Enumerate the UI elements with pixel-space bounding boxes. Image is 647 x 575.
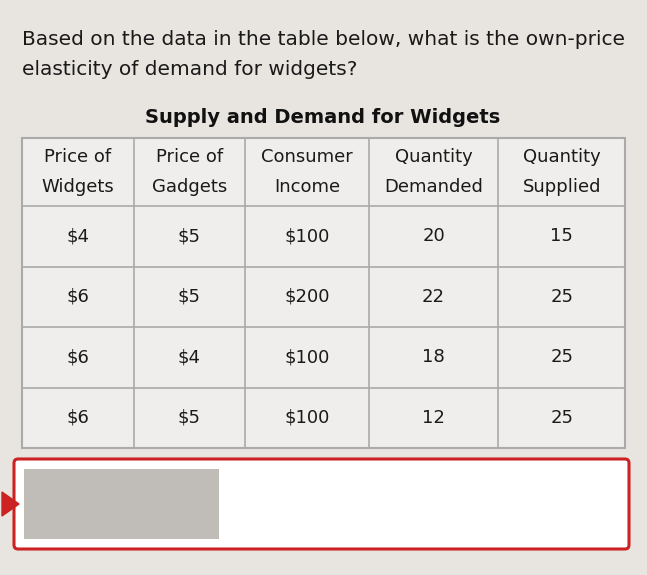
Text: Price of: Price of [156, 148, 223, 166]
Text: $5: $5 [178, 227, 201, 246]
Text: 12: 12 [422, 409, 445, 427]
Text: $4: $4 [66, 227, 89, 246]
Text: Consumer: Consumer [261, 148, 353, 166]
Text: $5: $5 [178, 288, 201, 306]
Text: 15: 15 [550, 227, 573, 246]
Text: $4: $4 [178, 348, 201, 366]
Text: $100: $100 [284, 227, 329, 246]
Text: $100: $100 [284, 409, 329, 427]
Text: $5: $5 [178, 409, 201, 427]
Text: Quantity: Quantity [395, 148, 472, 166]
Text: Price of: Price of [44, 148, 111, 166]
Text: Supplied: Supplied [522, 178, 601, 196]
FancyBboxPatch shape [14, 459, 629, 549]
Text: Widgets: Widgets [41, 178, 114, 196]
Text: $6: $6 [67, 288, 89, 306]
Text: 25: 25 [550, 348, 573, 366]
Text: $6: $6 [67, 409, 89, 427]
Text: Supply and Demand for Widgets: Supply and Demand for Widgets [146, 108, 501, 127]
Text: elasticity of demand for widgets?: elasticity of demand for widgets? [22, 60, 357, 79]
Text: $200: $200 [284, 288, 330, 306]
Text: $6: $6 [67, 348, 89, 366]
Text: 18: 18 [422, 348, 445, 366]
Text: Quantity: Quantity [523, 148, 600, 166]
Text: $100: $100 [284, 348, 329, 366]
Text: 20: 20 [422, 227, 445, 246]
Text: 25: 25 [550, 409, 573, 427]
Text: 22: 22 [422, 288, 445, 306]
Polygon shape [2, 492, 19, 516]
Text: Income: Income [274, 178, 340, 196]
Text: Based on the data in the table below, what is the own-price: Based on the data in the table below, wh… [22, 30, 625, 49]
Bar [24, 469, 219, 539]
Text: Gadgets: Gadgets [151, 178, 227, 196]
Bar [22, 138, 625, 448]
Text: Demanded: Demanded [384, 178, 483, 196]
Text: 25: 25 [550, 288, 573, 306]
